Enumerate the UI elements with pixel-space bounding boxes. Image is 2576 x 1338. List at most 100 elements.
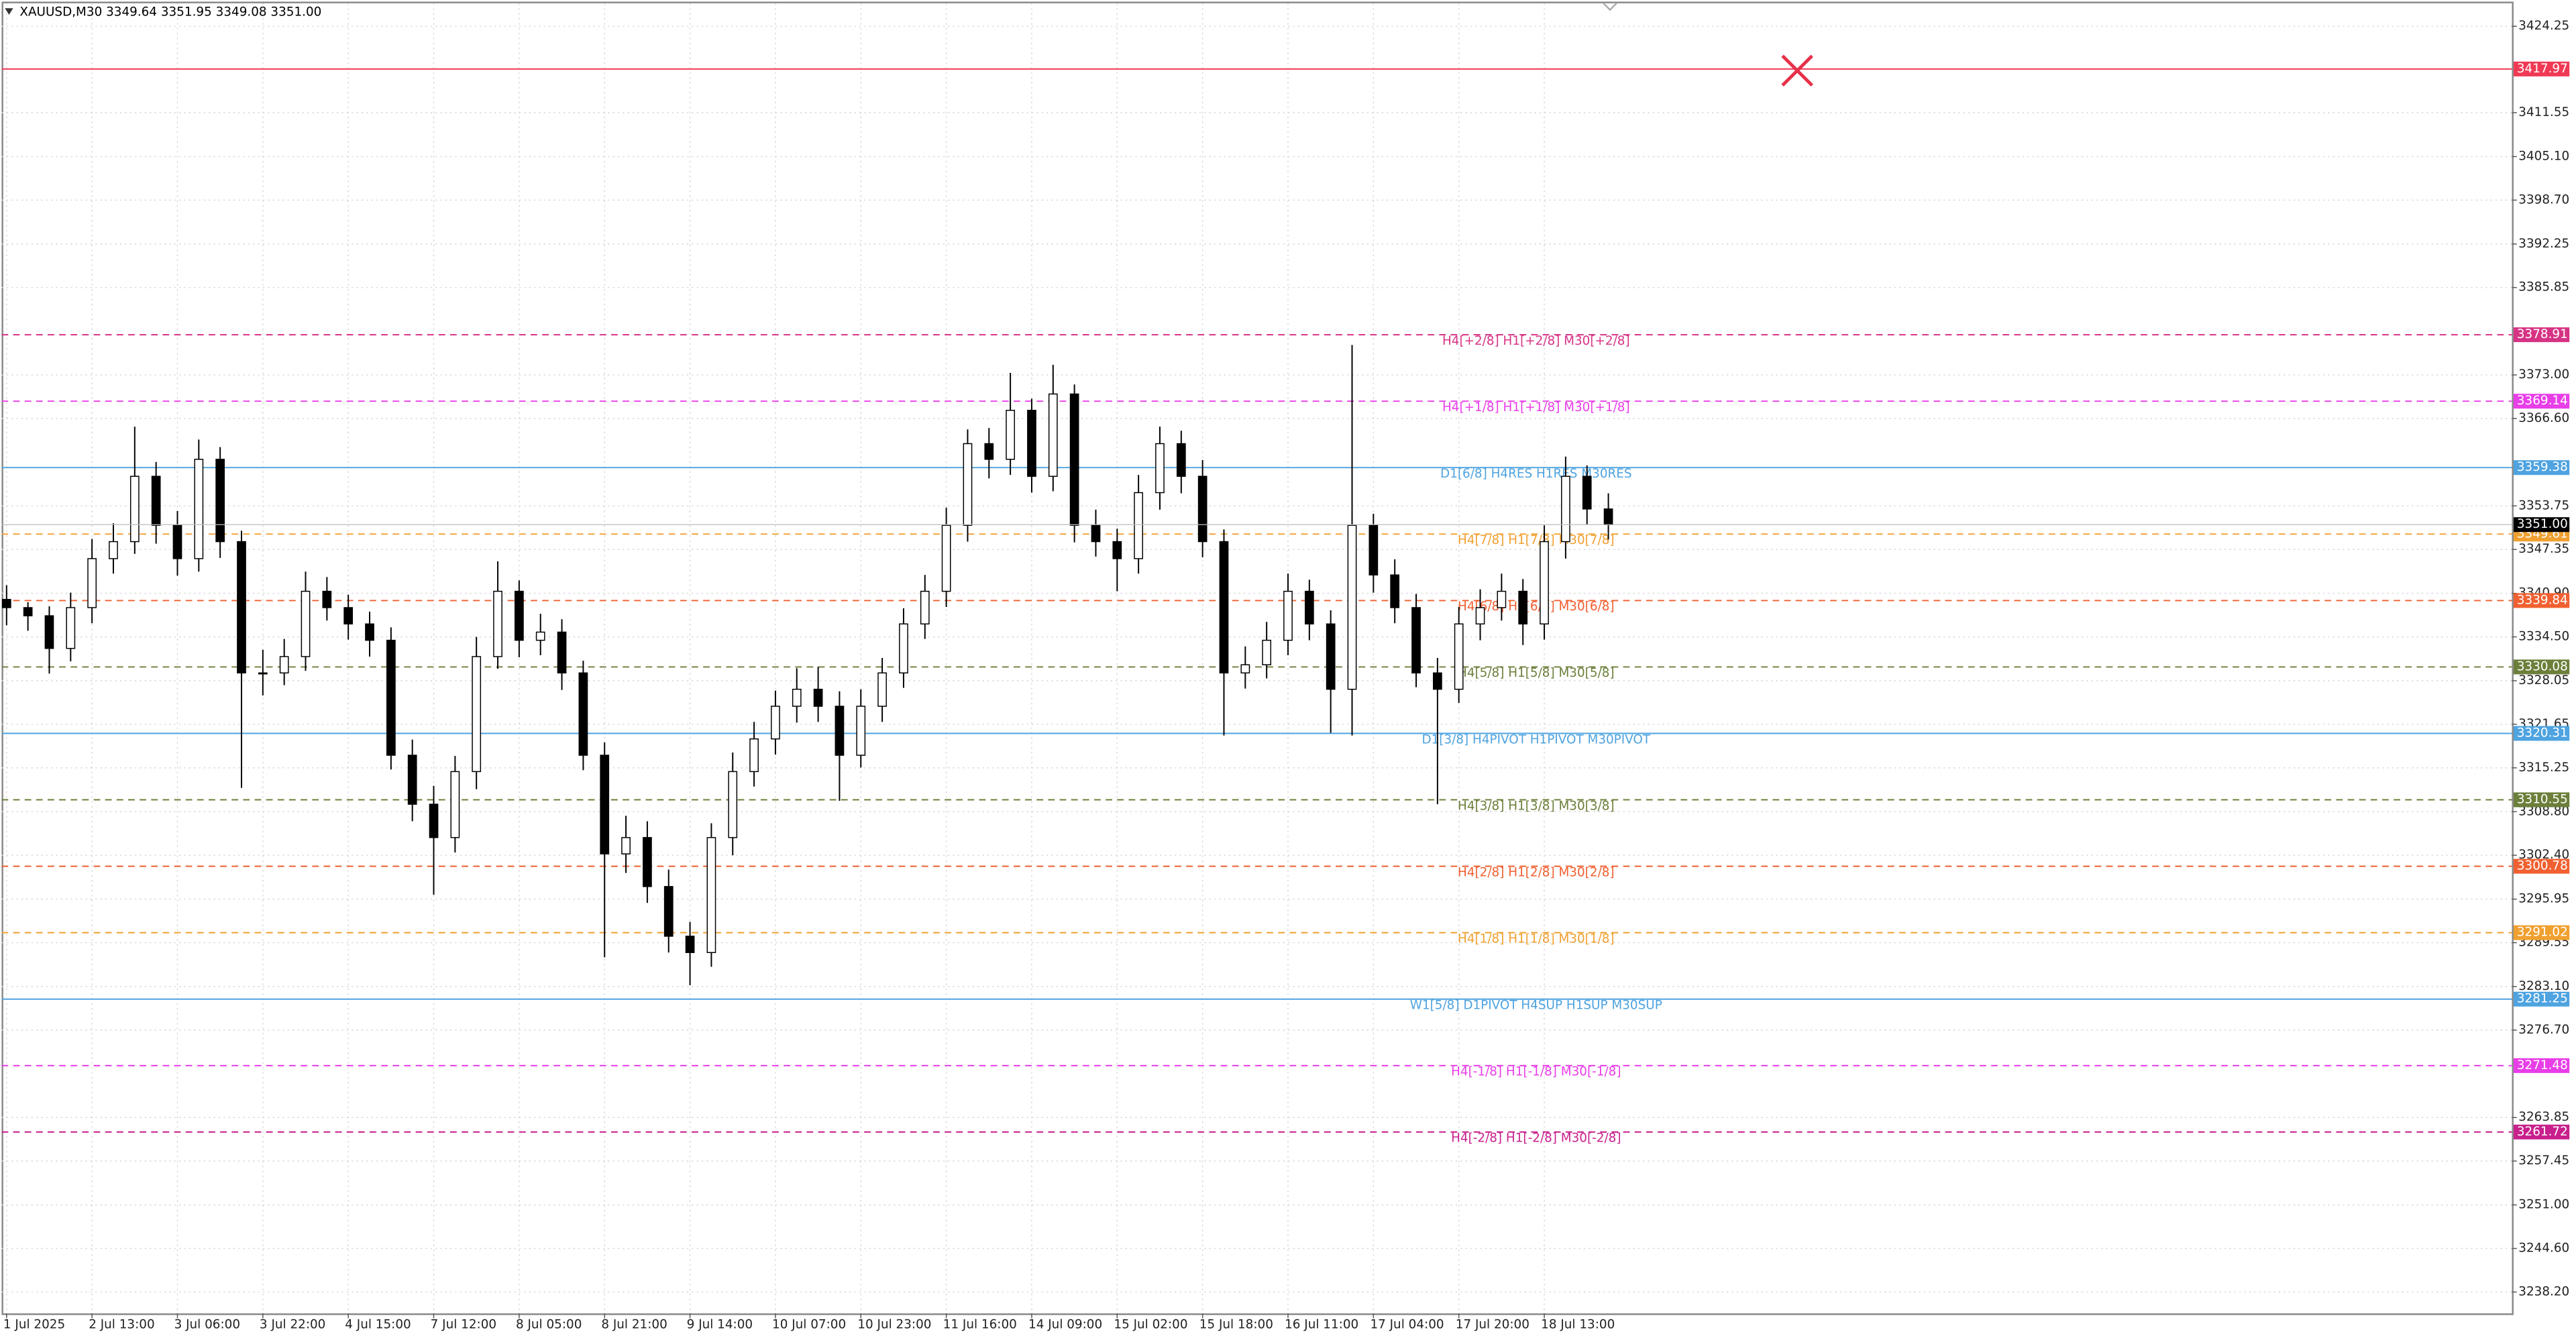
x-tick-label: 9 Jul 14:00	[687, 1317, 753, 1331]
x-tick-label: 3 Jul 22:00	[260, 1317, 325, 1331]
candle-body	[1540, 541, 1549, 625]
candle-body	[877, 672, 887, 707]
x-tick-label: 11 Jul 16:00	[943, 1317, 1017, 1331]
x-tick-label: 2 Jul 13:00	[89, 1317, 154, 1331]
level-label: W1[5/8] D1PIVOT H4SUP H1SUP M30SUP	[1410, 999, 1662, 1013]
x-tick-label: 10 Jul 07:00	[772, 1317, 846, 1331]
level-label: H4[6/8] H1[6/8] M30[6/8]	[1458, 600, 1615, 614]
candle-body	[771, 706, 780, 740]
candle-body	[792, 688, 802, 707]
level-label: H4[1/8] H1[1/8] M30[1/8]	[1458, 932, 1615, 946]
current-price-tag	[2513, 517, 2570, 533]
candle-body	[1262, 639, 1272, 665]
x-tick-label: 7 Jul 12:00	[431, 1317, 496, 1331]
price-tag	[2513, 659, 2570, 675]
x-tick-label: 1 Jul 2025	[3, 1317, 65, 1331]
candle-body	[1048, 393, 1058, 477]
candle-body	[386, 639, 396, 756]
candle-body	[1155, 443, 1165, 494]
x-tick-label: 10 Jul 23:00	[857, 1317, 931, 1331]
candle-body	[578, 672, 588, 756]
candle-body	[557, 631, 567, 674]
candle-body	[941, 524, 951, 592]
level-label: D1[6/8] H4RES H1RES M30RES	[1440, 467, 1631, 481]
menu-arrow[interactable]	[5, 8, 13, 15]
candle-body	[1, 599, 11, 608]
candle-body	[984, 443, 994, 460]
price-tag	[2513, 726, 2570, 741]
level-label: H4[-2/8] H1[-2/8] M30[-2/8]	[1451, 1131, 1621, 1146]
candle-body	[322, 590, 332, 608]
price-tag	[2513, 460, 2570, 476]
y-tick-label: 3283.10	[2518, 979, 2569, 993]
y-tick-label: 3385.85	[2518, 280, 2569, 294]
price-tag-label: 3261.72	[2517, 1125, 2568, 1139]
x-tick-label: 8 Jul 21:00	[601, 1317, 667, 1331]
y-tick-label: 3366.60	[2518, 411, 2569, 425]
candle-body	[429, 803, 439, 838]
candle-body	[706, 837, 716, 953]
x-tick-label: 17 Jul 04:00	[1370, 1317, 1444, 1331]
candle-body	[1454, 623, 1464, 690]
y-tick-label: 3295.95	[2518, 892, 2569, 906]
y-tick-label: 3315.25	[2518, 761, 2569, 775]
candle-body	[493, 590, 502, 657]
candle-body	[1326, 623, 1336, 690]
candle-body	[1176, 443, 1186, 477]
candle-body	[515, 590, 524, 641]
candle-body	[1304, 590, 1314, 625]
price-tag-label: 3300.78	[2517, 859, 2568, 873]
candle-body	[920, 590, 930, 625]
candle-body	[813, 688, 823, 707]
candle-body	[194, 459, 204, 559]
y-tick-label: 3257.45	[2518, 1154, 2569, 1168]
close-marker-stroke	[1781, 54, 1813, 87]
price-tag-label: 3330.08	[2517, 659, 2568, 673]
price-tag	[2513, 1124, 2570, 1139]
y-tick-label: 3353.75	[2518, 498, 2569, 512]
candle-body	[1433, 672, 1442, 690]
y-tick-label: 3405.10	[2518, 149, 2569, 163]
candle-body	[600, 755, 610, 854]
current-price-label: 3351.00	[2517, 517, 2568, 531]
candle-body	[472, 656, 482, 773]
candle-body	[1283, 590, 1293, 641]
price-tag-label: 3369.14	[2517, 394, 2568, 408]
price-tag-label: 3320.31	[2517, 726, 2568, 740]
price-tag	[2513, 327, 2570, 343]
candle-body	[1006, 410, 1015, 460]
y-tick-label: 3308.80	[2518, 804, 2569, 818]
price-tag	[2513, 61, 2570, 76]
y-tick-label: 3276.70	[2518, 1023, 2569, 1037]
close-marker	[1781, 54, 1813, 87]
candle-body	[1197, 476, 1208, 543]
level-label: H4[5/8] H1[5/8] M30[5/8]	[1458, 666, 1615, 680]
candle-body	[1518, 590, 1528, 625]
price-tag-label: 3378.91	[2517, 327, 2568, 341]
candle-body	[535, 631, 545, 641]
candle-body	[1582, 476, 1592, 510]
x-tick-label: 18 Jul 13:00	[1541, 1317, 1615, 1331]
x-tick-label: 15 Jul 18:00	[1199, 1317, 1273, 1331]
y-tick-label: 3424.25	[2518, 19, 2569, 33]
y-tick-label: 3328.05	[2518, 673, 2569, 687]
price-tag-label: 3271.48	[2517, 1058, 2568, 1072]
candle-body	[237, 541, 246, 674]
price-tag-label: 3281.25	[2517, 992, 2568, 1006]
price-tag	[2513, 991, 2570, 1007]
y-tick-label: 3347.35	[2518, 542, 2569, 556]
y-tick-label: 3411.55	[2518, 105, 2569, 119]
candle-body	[129, 476, 140, 543]
y-tick-label: 3373.00	[2518, 368, 2569, 382]
y-tick-label: 3398.70	[2518, 192, 2569, 207]
price-tag-label: 3359.38	[2517, 460, 2568, 474]
candle-body	[749, 738, 759, 773]
price-tag	[2513, 1058, 2570, 1073]
axis: 3424.25 3411.55 3405.10 3398.70 3392.25 3385.…	[1, 19, 2569, 1331]
candle-body	[1134, 492, 1143, 559]
candle-body	[1240, 664, 1250, 674]
candles	[1, 345, 1613, 985]
candle-body	[1219, 541, 1229, 674]
plot-frame	[1, 1, 2514, 1315]
